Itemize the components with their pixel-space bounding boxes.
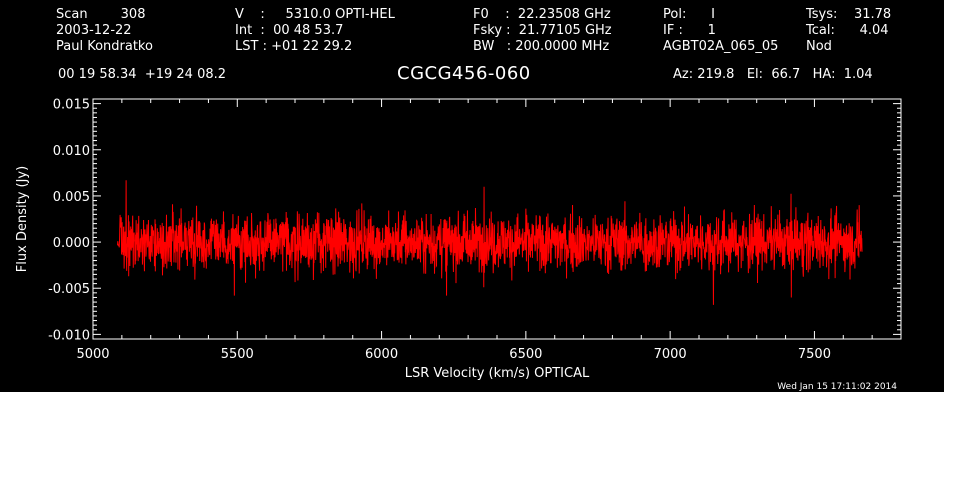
y-tick-label: 0.010: [53, 144, 90, 159]
y-tick-label: 0.000: [53, 236, 90, 251]
timestamp: Wed Jan 15 17:11:02 2014: [777, 382, 897, 392]
header-col4-line3: AGBT02A_065_05: [663, 39, 778, 54]
x-axis-label: LSR Velocity (km/s) OPTICAL: [405, 366, 590, 381]
x-tick-label: 6000: [365, 347, 398, 362]
x-tick-labels: 5000 5500 6000 6500 7000 7500: [76, 347, 831, 362]
header-col4-line2: IF : 1: [663, 23, 716, 38]
header-col5-line2: Tcal: 4.04: [805, 23, 889, 38]
header-col5-line1: Tsys: 31.78: [805, 7, 891, 22]
header-col3-line3: BW : 200.0000 MHz: [473, 39, 609, 54]
header-col1-line1: Scan 308: [56, 7, 145, 22]
header-col1-line3: Paul Kondratko: [56, 39, 153, 54]
x-tick-label: 6500: [509, 347, 542, 362]
header-col2-line1: V : 5310.0 OPTI-HEL: [235, 7, 396, 22]
source-name: CGCG456-060: [397, 63, 531, 84]
x-tick-label: 5000: [76, 347, 109, 362]
header-block: Scan 308 2003-12-22 Paul Kondratko V : 5…: [56, 7, 891, 84]
y-tick-labels: -0.010 -0.005 0.000 0.005 0.010 0.015: [48, 98, 90, 344]
coordinates: 00 19 58.34 +19 24 08.2: [58, 67, 226, 82]
header-col2-line2: Int : 00 48 53.7: [235, 23, 343, 38]
x-tick-label: 7000: [654, 347, 687, 362]
header-col4-line1: Pol: I: [663, 7, 715, 22]
header-col2-line3: LST : +01 22 29.2: [235, 39, 352, 54]
y-tick-label: -0.005: [48, 282, 90, 297]
y-tick-label: 0.015: [53, 98, 90, 113]
az-el-ha: Az: 219.8 El: 66.7 HA: 1.04: [673, 67, 873, 82]
plot-panel: Scan 308 2003-12-22 Paul Kondratko V : 5…: [0, 0, 944, 392]
y-tick-label: 0.005: [53, 190, 90, 205]
y-axis-label: Flux Density (Jy): [15, 166, 30, 272]
spectrum-chart: Scan 308 2003-12-22 Paul Kondratko V : 5…: [15, 7, 902, 392]
header-col3-line2: Fsky : 21.77105 GHz: [473, 23, 612, 38]
header-col3-line1: F0 : 22.23508 GHz: [473, 7, 611, 22]
spectrum-line: [117, 180, 863, 305]
series-layer: [117, 180, 863, 305]
y-tick-label: -0.010: [48, 328, 90, 343]
x-tick-label: 7500: [798, 347, 831, 362]
axis-ticks: [92, 98, 902, 340]
header-col1-line2: 2003-12-22: [56, 23, 132, 38]
header-col5-line3: Nod: [806, 39, 832, 54]
x-tick-label: 5500: [221, 347, 254, 362]
